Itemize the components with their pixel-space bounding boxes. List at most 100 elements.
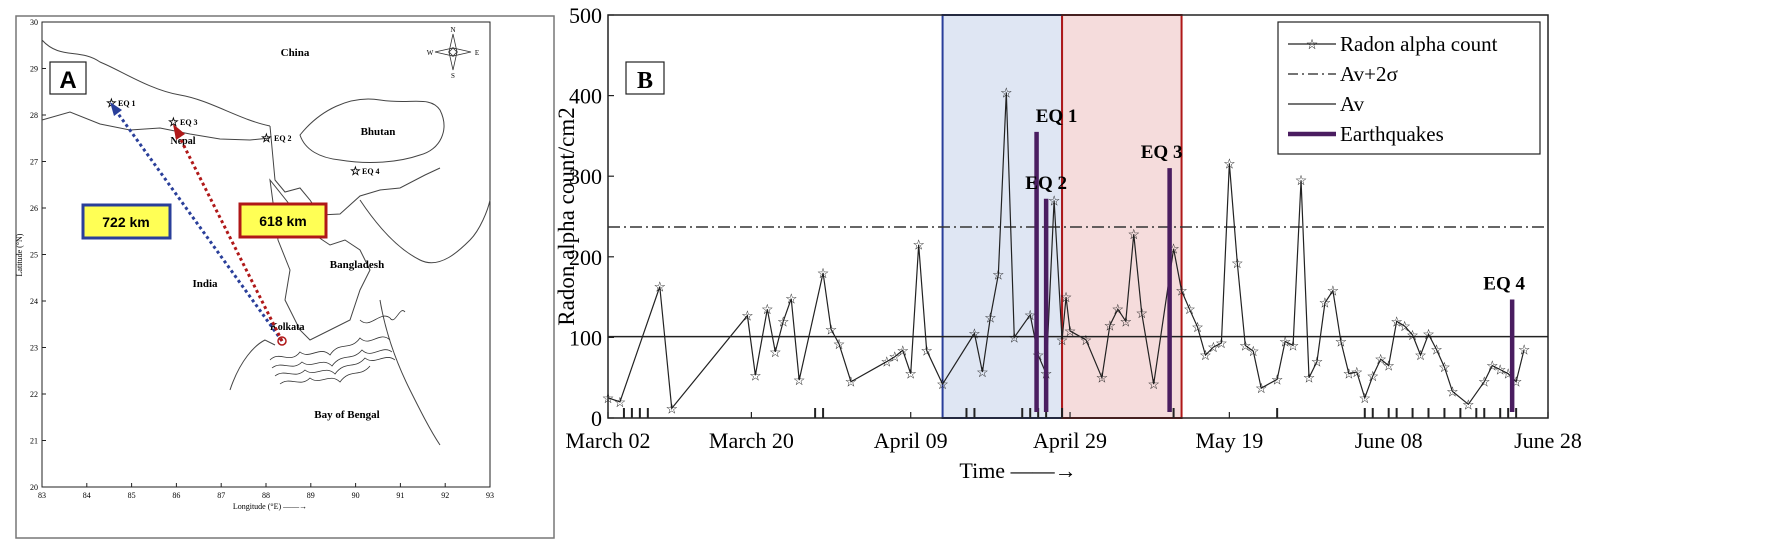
latitude-tick-label: 27 [30, 158, 38, 167]
longitude-tick-label: 89 [307, 491, 315, 500]
radon-data-point: ☆ [761, 303, 774, 318]
radon-data-point: ☆ [793, 374, 806, 389]
longitude-tick-label: 92 [441, 491, 449, 500]
radon-data-point: ☆ [1000, 86, 1013, 101]
radon-data-point: ☆ [749, 369, 762, 384]
latitude-axis-label: Latitude (°N) [15, 233, 24, 276]
longitude-axis-label: Longitude (°E) ——→ [233, 502, 307, 511]
label-india: India [192, 278, 218, 290]
latitude-tick-label: 23 [30, 344, 38, 353]
radon-data-point: ☆ [1223, 157, 1236, 172]
x-tick-label: April 09 [874, 428, 948, 453]
radon-data-point: ☆ [1398, 320, 1411, 335]
radon-data-point: ☆ [936, 378, 949, 393]
map-frame [15, 15, 555, 539]
radon-data-point: ☆ [1406, 329, 1419, 344]
y-tick-label: 400 [569, 84, 602, 109]
svg-text:W: W [427, 49, 434, 57]
svg-text:N: N [450, 26, 455, 34]
radon-data-point: ☆ [1430, 343, 1443, 358]
radon-data-point: ☆ [1024, 309, 1037, 324]
map-panel: 30 29 28 27 26 25 24 23 22 21 20 83 84 85 86 87 88 89 90 9… [15, 15, 555, 539]
y-tick-label: 300 [569, 164, 602, 189]
radon-data-point: ☆ [614, 396, 627, 411]
radon-data-point: ☆ [1319, 297, 1332, 312]
radon-data-point: ☆ [1335, 335, 1348, 350]
x-tick-label: May 19 [1195, 428, 1263, 453]
radon-data-point: ☆ [785, 293, 798, 308]
radon-data-point: ☆ [1462, 398, 1475, 413]
radon-data-point: ☆ [888, 351, 901, 366]
map-area [41, 21, 491, 488]
radon-data-point: ☆ [1112, 303, 1125, 318]
longitude-tick-label: 93 [486, 491, 494, 500]
arrowhead-eq1-icon [110, 102, 122, 116]
radon-data-point: ☆ [1104, 319, 1117, 334]
radon-data-point: ☆ [1231, 257, 1244, 272]
radon-data-point: ☆ [1175, 285, 1188, 300]
eq4-star-icon: ☆ [350, 164, 361, 178]
svg-text:E: E [475, 49, 479, 57]
y-tick-label: 0 [591, 406, 602, 431]
latitude-tick-label: 22 [30, 390, 38, 399]
x-tick-label: June 08 [1355, 428, 1423, 453]
radon-data-point: ☆ [912, 239, 925, 254]
radon-data-point: ☆ [1048, 194, 1061, 209]
radon-data-point: ☆ [741, 310, 754, 325]
radon-data-point: ☆ [817, 267, 830, 282]
plot-frame [607, 14, 1549, 419]
radon-data-point: ☆ [968, 327, 981, 342]
panel-b-label-box [625, 61, 665, 95]
radon-data-point: ☆ [1255, 382, 1268, 397]
radon-data-point: ☆ [976, 366, 989, 381]
radon-data-point: ☆ [1247, 345, 1260, 360]
legend-entry-label: Earthquakes [1340, 122, 1444, 146]
radon-data-point: ☆ [984, 311, 997, 326]
longitude-tick-label: 83 [38, 491, 46, 500]
distance-value-blue: 722 km [102, 214, 149, 230]
radon-data-point: ☆ [665, 402, 678, 417]
map-eq1-label: EQ 1 [118, 99, 136, 108]
radon-series-line [607, 92, 1525, 410]
radon-data-point: ☆ [769, 346, 782, 361]
radon-data-point: ☆ [1374, 353, 1387, 368]
x-tick-label: June 28 [1514, 428, 1582, 453]
radon-data-point: ☆ [992, 269, 1005, 284]
radon-data-point: ☆ [1199, 349, 1212, 364]
longitude-tick-label: 85 [128, 491, 136, 500]
y-tick-label: 200 [569, 245, 602, 270]
latitude-tick-label: 20 [30, 483, 38, 492]
radon-data-point: ☆ [1239, 339, 1252, 354]
x-tick-label: April 29 [1033, 428, 1107, 453]
earthquake-label: EQ 4 [1483, 274, 1525, 295]
latitude-tick-label: 26 [30, 204, 38, 213]
radon-data-point: ☆ [845, 376, 858, 391]
latitude-ticks: 30 29 28 27 26 25 24 23 22 21 20 [30, 18, 46, 492]
radon-data-point: ☆ [1207, 341, 1220, 356]
radon-data-point: ☆ [1279, 335, 1292, 350]
earthquake-label: EQ 2 [1025, 173, 1067, 194]
radon-data-point: ☆ [1064, 325, 1077, 340]
y-tick-label: 500 [569, 3, 602, 28]
radon-data-point: ☆ [1327, 285, 1340, 300]
longitude-ticks: 83 84 85 86 87 88 89 90 91 92 93 [38, 483, 494, 500]
latitude-tick-label: 25 [30, 251, 38, 260]
radon-data-point: ☆ [1366, 370, 1379, 385]
latitude-tick-label: 21 [30, 437, 38, 446]
label-china: China [281, 47, 310, 59]
map-eq2-label: EQ 2 [274, 134, 292, 143]
radon-data-point: ☆ [1135, 307, 1148, 322]
radon-data-point: ☆ [1271, 373, 1284, 388]
longitude-tick-label: 84 [83, 491, 91, 500]
longitude-tick-label: 91 [396, 491, 404, 500]
distance-value-red: 618 km [259, 213, 306, 229]
y-tick-label: 100 [569, 325, 602, 350]
radon-data-point: ☆ [1008, 331, 1021, 346]
radon-data-point: ☆ [920, 344, 933, 359]
x-axis-label: Time ——→ [959, 458, 1076, 483]
latitude-tick-label: 30 [30, 18, 38, 27]
shaded-region-1 [941, 14, 1064, 419]
radon-data-point: ☆ [777, 315, 790, 330]
kolkata-marker [277, 336, 287, 346]
radon-data-point: ☆ [1382, 360, 1395, 375]
